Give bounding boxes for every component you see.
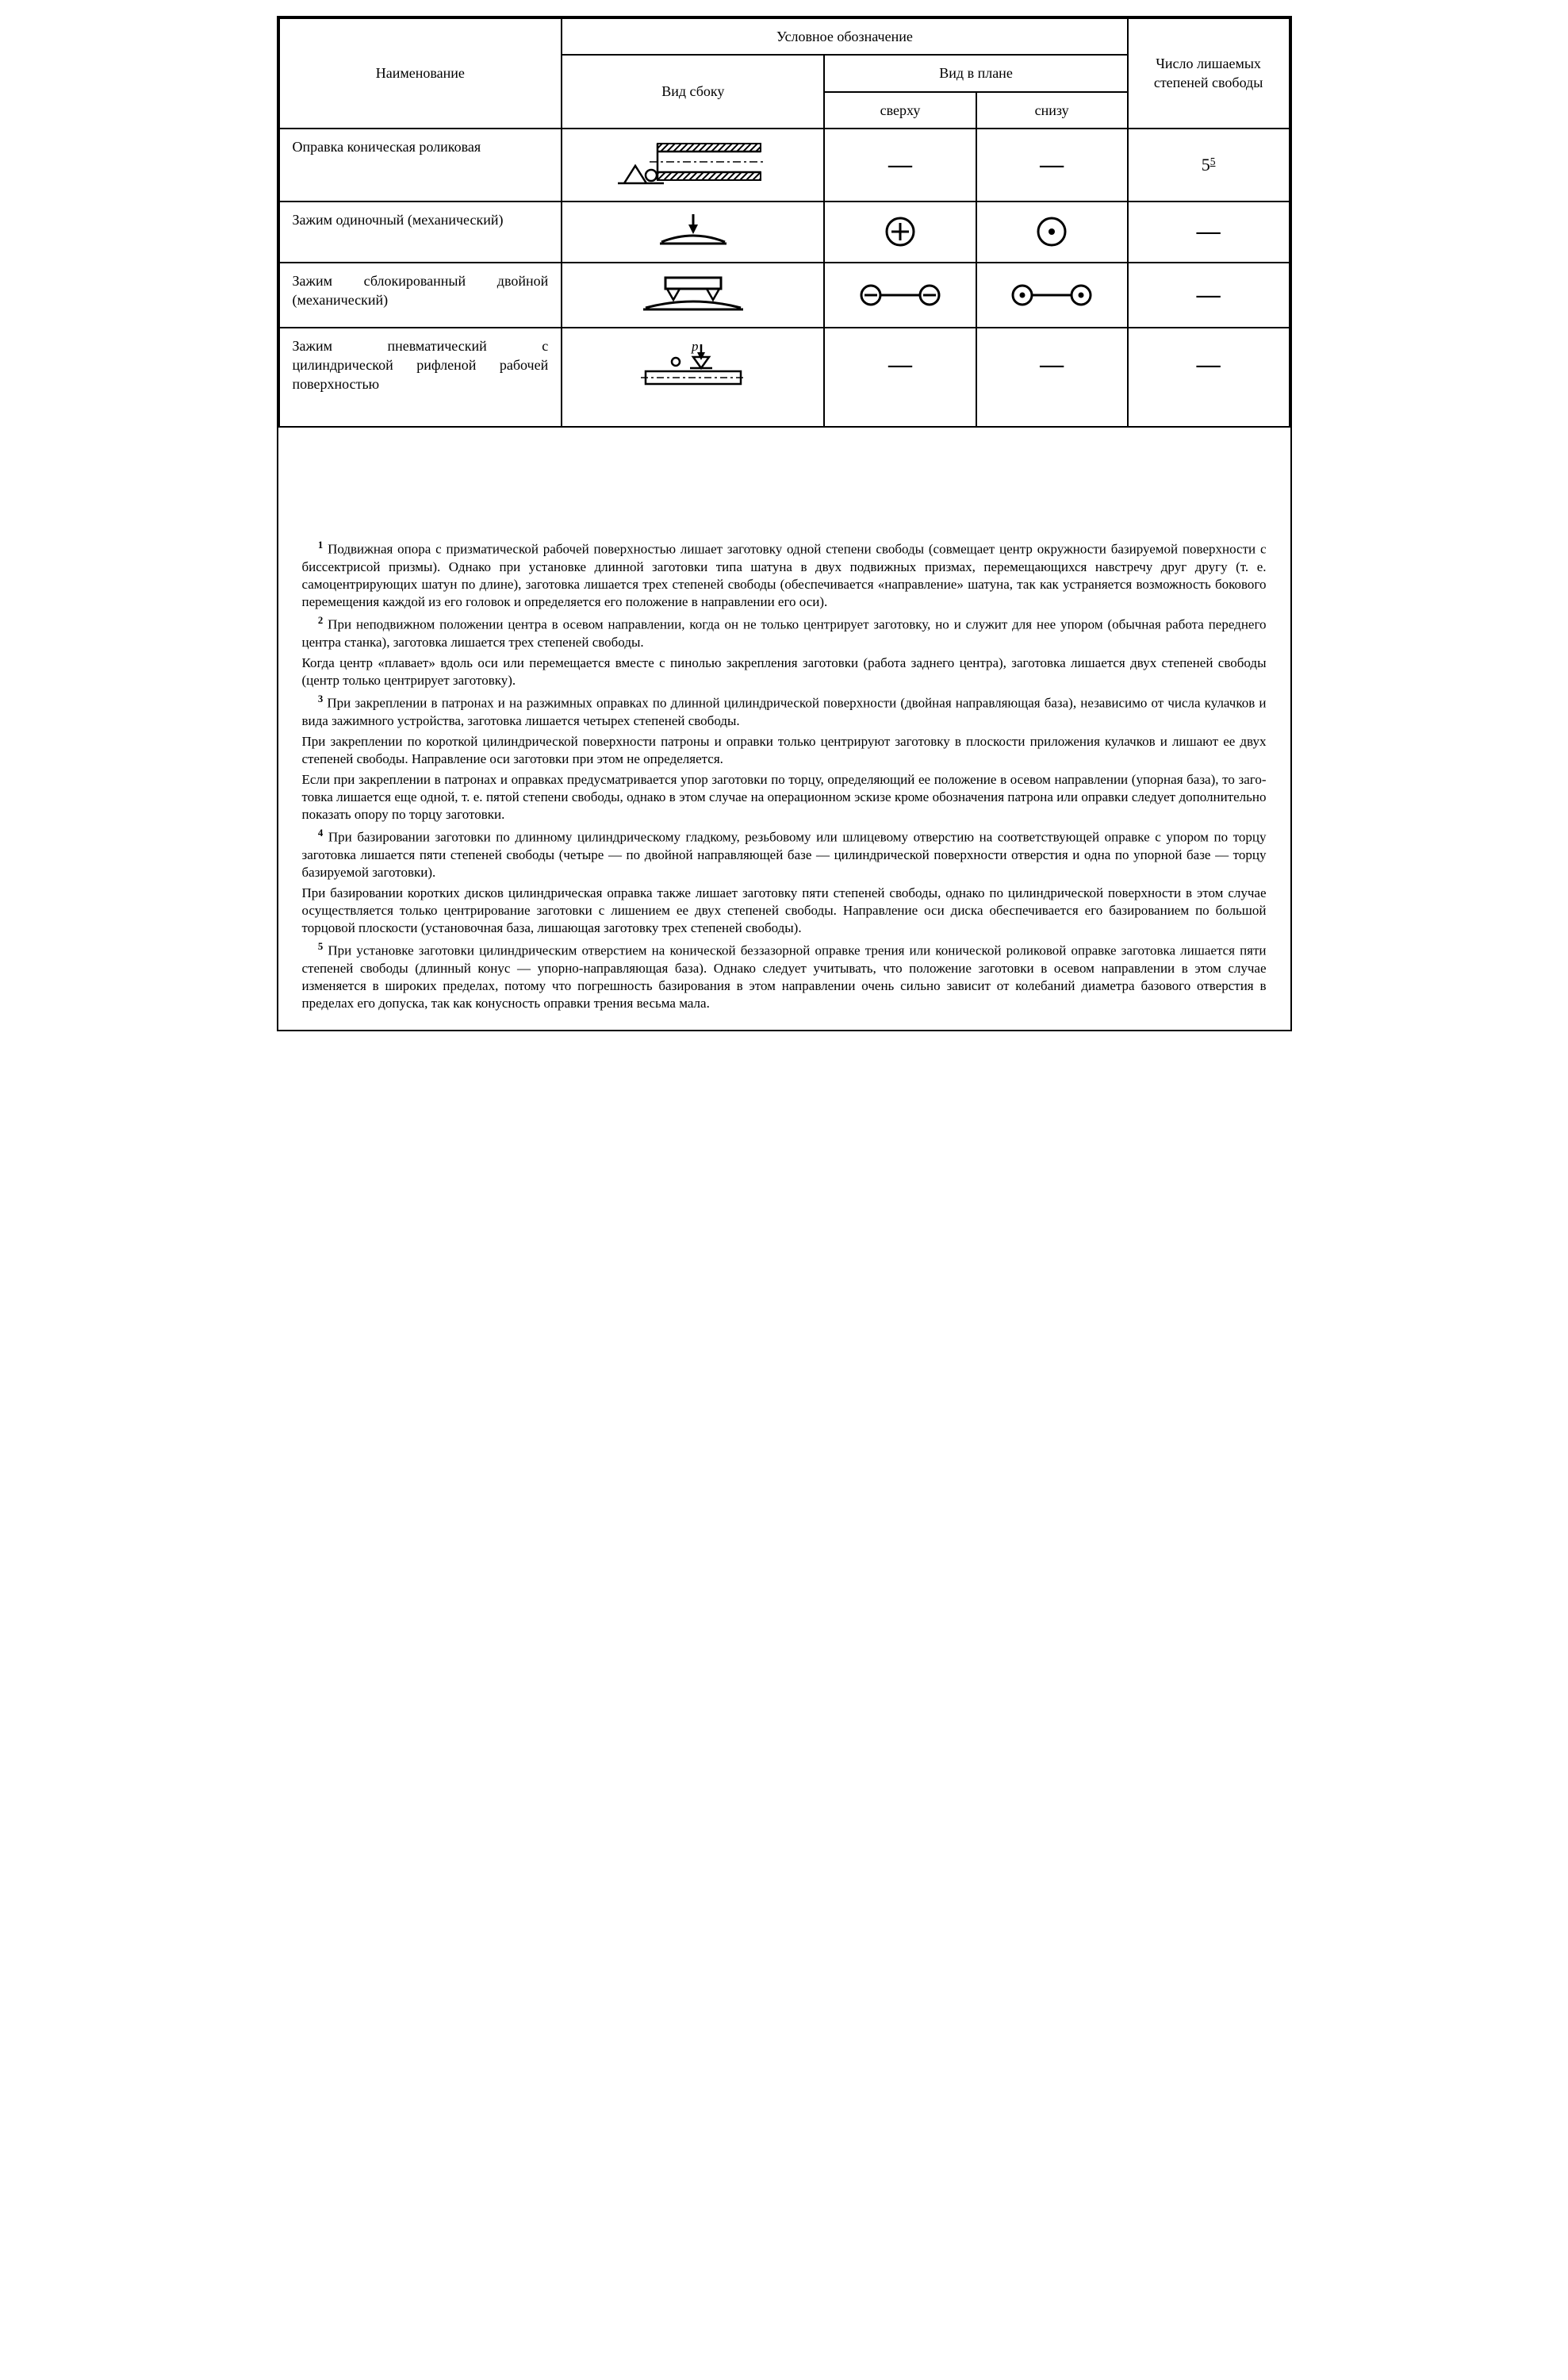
circle-dot-icon	[1032, 212, 1072, 251]
footnote-4-cont: При базировании коротких дисков цилиндри…	[302, 885, 1267, 937]
footnote-3: 3 При закреплении в патронах и на разжим…	[302, 693, 1267, 730]
designation-table: Наименование Условное обозначение Число …	[278, 17, 1290, 428]
double-clamp-icon	[634, 271, 753, 319]
conical-roller-mandrel-icon	[618, 137, 769, 193]
row-name: Оправка коническая роликовая	[279, 129, 562, 202]
plan-top-symbol	[824, 263, 976, 328]
table-row: Зажим сблокирован­ный двойной (механи­че…	[279, 263, 1290, 328]
plan-bottom-symbol	[976, 263, 1128, 328]
footnote-1: 1 Подвижная опора с призматической рабоч…	[302, 539, 1267, 611]
plan-top: —	[824, 129, 976, 202]
plan-bottom: —	[976, 328, 1128, 427]
footnote-5: 5 При установке заготовки цилиндрическим…	[302, 940, 1267, 1012]
header-top: сверху	[824, 92, 976, 129]
side-view-symbol	[562, 263, 824, 328]
spacer	[278, 428, 1290, 515]
side-view-symbol: p	[562, 328, 824, 427]
barbell-open-icon	[857, 279, 944, 311]
side-view-symbol	[562, 202, 824, 263]
plan-bottom: —	[976, 129, 1128, 202]
table-row: Зажим одиночный (ме­ханический)	[279, 202, 1290, 263]
footnote-2: 2 При неподвижном положении центра в осе…	[302, 614, 1267, 651]
header-plan-view: Вид в плане	[824, 55, 1127, 91]
footnote-2-cont: Когда центр «плавает» вдоль оси или пере…	[302, 654, 1267, 689]
single-clamp-icon	[646, 210, 741, 254]
page-frame: Наименование Условное обозначение Число …	[277, 16, 1292, 1031]
footnote-4: 4 При базировании заготовки по длинному …	[302, 827, 1267, 881]
footnote-3-cont: При закреплении по короткой цилиндрическ…	[302, 733, 1267, 768]
header-bottom: снизу	[976, 92, 1128, 129]
row-name: Зажим пневматический с цилиндрической ри…	[279, 328, 562, 427]
pneumatic-clamp-icon: p	[630, 340, 757, 391]
header-side-view: Вид сбоку	[562, 55, 824, 129]
barbell-dot-icon	[1008, 279, 1095, 311]
footnotes-block: 1 Подвижная опора с призматической рабоч…	[278, 515, 1290, 1031]
plan-top: —	[824, 328, 976, 427]
dof-value: —	[1128, 202, 1290, 263]
svg-text:p: p	[691, 340, 699, 354]
circle-plus-icon	[880, 212, 920, 251]
table-row: Оправка коническая роликовая	[279, 129, 1290, 202]
dof-value: —	[1128, 263, 1290, 328]
header-dof: Число лишае­мых степеней свободы	[1128, 18, 1290, 129]
dof-value: 55	[1128, 129, 1290, 202]
footnote-3-cont2: Если при закреплении в патронах и оправк…	[302, 771, 1267, 823]
table-row: Зажим пневматический с цилиндрической ри…	[279, 328, 1290, 427]
header-name: Наименование	[279, 18, 562, 129]
plan-top-symbol	[824, 202, 976, 263]
row-name: Зажим сблокирован­ный двойной (механи­че…	[279, 263, 562, 328]
header-designation: Условное обозначение	[562, 18, 1127, 55]
plan-bottom-symbol	[976, 202, 1128, 263]
row-name: Зажим одиночный (ме­ханический)	[279, 202, 562, 263]
side-view-symbol	[562, 129, 824, 202]
dof-value: —	[1128, 328, 1290, 427]
